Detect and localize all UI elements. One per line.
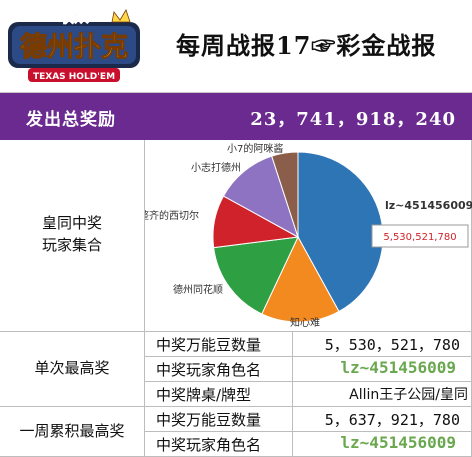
pie-chart-svg: lz~451456009 知心难 德州同花顺 整齐的西切尔 小志打德州 小7的阿咪酱 5,5…: [139, 142, 472, 329]
single-max-label: 单次最高奖: [34, 359, 110, 377]
pie-slice-5: [271, 151, 299, 238]
grid-line-h2: [144, 356, 472, 357]
crown-icon: [111, 9, 131, 23]
pie-label-1: 知心难: [290, 316, 320, 329]
week-beans-value: 5，637，921，780: [324, 411, 460, 429]
report-title: 每周战报17☞彩金战报: [176, 31, 437, 60]
total-reward-value: 23，741，918，240: [250, 109, 456, 130]
texas-holdem-logo: 联众 德州扑克 TEXAS HOLD'EM: [6, 6, 142, 86]
pie-label-3: 整齐的西切尔: [145, 209, 199, 222]
logo-main-text: 德州扑克: [20, 31, 128, 63]
grid-line-h3: [144, 381, 472, 382]
pie-label-5: 小7的阿咪酱: [227, 142, 283, 155]
week-beans-key: 中奖万能豆数量: [156, 411, 262, 429]
logo-top-text: 联众: [59, 8, 89, 26]
pie-annotation: 5,530,521,780: [371, 224, 469, 248]
pie-annotation-text: 5,530,521,780: [383, 232, 456, 243]
pie-slice-4: [222, 155, 299, 239]
single-player-value: lz~451456009: [340, 358, 456, 377]
pie-slice-2: [213, 236, 299, 315]
single-beans-value: 5，530，521，780: [324, 336, 460, 354]
header: 联众 德州扑克 TEXAS HOLD'EM 每周战报17☞彩金战报: [0, 0, 472, 93]
week-player-key: 中奖玩家角色名: [156, 436, 262, 454]
single-player-key: 中奖玩家角色名: [156, 361, 262, 379]
grid-line-h4: [0, 406, 472, 407]
pie-label-0: lz~451456009: [385, 199, 472, 212]
grid-line-vertical-2: [292, 331, 293, 457]
total-reward-label: 发出总奖励: [26, 110, 116, 130]
grid-line-h1: [0, 331, 472, 332]
pie-slice-1: [261, 235, 340, 323]
week-max-label: 一周累积最高奖: [19, 422, 125, 440]
winner-pie-chart: lz~451456009 知心难 德州同花顺 整齐的西切尔 小志打德州 小7的阿咪酱 5,5…: [139, 141, 472, 331]
grid-line-vertical-1: [144, 140, 145, 457]
logo-sub-text: TEXAS HOLD'EM: [33, 72, 115, 82]
logo-graphic: 联众 德州扑克 TEXAS HOLD'EM: [8, 8, 140, 82]
total-reward-row: 发出总奖励 23，741，918，240: [0, 93, 472, 140]
pie-label-2: 德州同花顺: [173, 283, 223, 296]
grid-line-h5: [144, 431, 472, 432]
pie-section-label-line1: 皇同中奖: [41, 214, 102, 232]
pie-section-label: 皇同中奖 玩家集合: [0, 212, 144, 256]
pie-label-4: 小志打德州: [191, 161, 241, 174]
single-table-value: Allin王子公园/皇同: [349, 387, 468, 403]
week-player-value: lz~451456009: [340, 433, 456, 452]
single-beans-key: 中奖万能豆数量: [156, 336, 262, 354]
pie-section-label-line2: 玩家集合: [41, 236, 102, 254]
single-table-key: 中奖牌桌/牌型: [156, 386, 252, 404]
pie-slice-0: [297, 151, 384, 313]
